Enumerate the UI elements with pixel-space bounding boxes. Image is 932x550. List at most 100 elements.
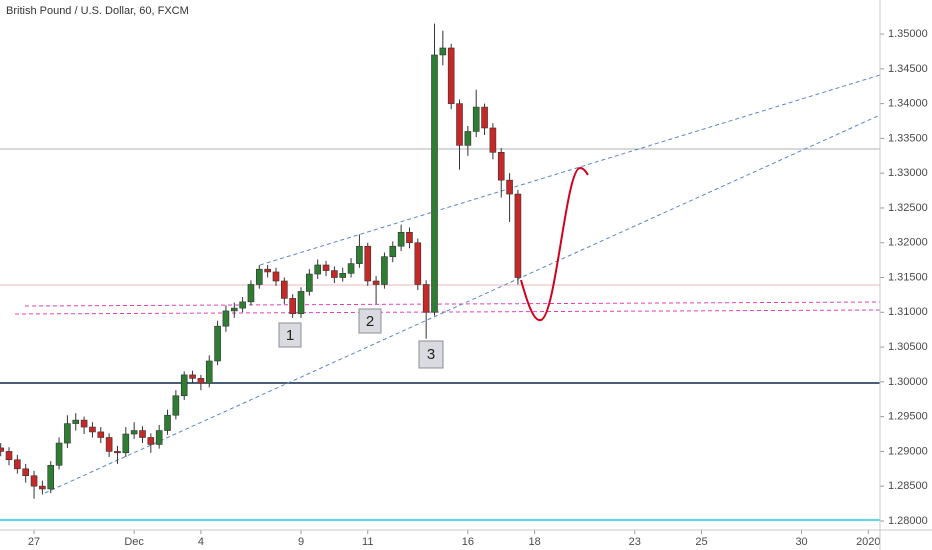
candle-body — [205, 360, 213, 384]
candle-layer — [0, 23, 522, 499]
candle-body — [389, 245, 397, 257]
x-tick-label: 2020 — [856, 536, 880, 548]
candle-body — [64, 423, 71, 444]
candle-body — [431, 54, 438, 313]
candle-body — [322, 264, 330, 271]
x-tick-label: 11 — [362, 536, 373, 548]
candle-body — [155, 430, 163, 445]
y-tick-label: 1.32500 — [888, 202, 928, 214]
candle-body — [506, 179, 513, 195]
candle-body — [80, 419, 88, 428]
trend-line — [44, 114, 881, 494]
candle-body — [39, 485, 46, 490]
candle-body — [331, 270, 338, 278]
annotation-label: 2 — [366, 313, 374, 330]
y-tick-label: 1.29000 — [888, 445, 928, 457]
candle-body — [381, 256, 388, 285]
y-tick-label: 1.32000 — [888, 237, 928, 249]
candle-body — [439, 47, 447, 56]
candle-body — [89, 426, 96, 433]
annotation-box — [418, 340, 444, 369]
candle-body — [406, 232, 413, 244]
candle-body — [447, 47, 455, 104]
x-tick-label: 25 — [695, 536, 707, 548]
zone-line — [24, 301, 881, 307]
candle-body — [314, 264, 321, 275]
x-tick-label: 16 — [462, 536, 474, 548]
projection-curve — [520, 166, 589, 322]
candle-body — [255, 268, 263, 285]
y-tick-label: 1.30000 — [888, 376, 928, 388]
annotation-label: 3 — [427, 346, 435, 363]
annotation: 2 — [358, 308, 382, 334]
candle-body — [456, 103, 463, 146]
candle-body — [214, 325, 221, 362]
x-tick-label: 23 — [629, 536, 641, 548]
x-tick-label: 4 — [198, 536, 204, 548]
candle-body — [189, 374, 196, 379]
x-tick-label: Dec — [124, 536, 144, 548]
candle-body — [247, 284, 255, 303]
chart-title: British Pound / U.S. Dollar, 60, FXCM — [6, 5, 189, 17]
candle-body — [272, 271, 280, 282]
y-tick-label: 1.31000 — [888, 306, 928, 318]
y-tick-label: 1.34000 — [888, 98, 928, 110]
candle-body — [464, 131, 472, 146]
candle-body — [514, 193, 522, 278]
candle-body — [30, 475, 38, 487]
trend-line — [259, 74, 881, 266]
y-tick-label: 1.35000 — [888, 28, 928, 40]
x-tick-label: 9 — [298, 536, 304, 548]
annotation: 3 — [418, 340, 444, 369]
candle-body — [72, 419, 80, 424]
candle-body — [139, 430, 146, 438]
tick-layer: 1.28000 1.28500 1.29000 1.29500 1.30000 1.305… — [28, 28, 928, 548]
candle-body — [481, 106, 488, 129]
candle-body — [397, 232, 405, 247]
x-tick-label: 18 — [528, 536, 540, 548]
annotation-box — [358, 308, 382, 334]
candle-body — [230, 307, 238, 312]
candle-body — [197, 378, 205, 384]
candle-body — [497, 152, 505, 181]
candle-body — [347, 263, 355, 274]
candle-body — [264, 268, 271, 273]
candle-body — [422, 284, 430, 313]
candle-body — [14, 459, 21, 470]
y-tick-label: 1.33000 — [888, 167, 928, 179]
candle-body — [306, 273, 313, 292]
candle-body — [281, 280, 288, 299]
candle-body — [114, 451, 121, 454]
candle-body — [97, 431, 105, 438]
y-tick-label: 1.29500 — [888, 411, 928, 423]
candle-body — [47, 465, 55, 490]
candle-body — [122, 433, 130, 454]
candle-body — [414, 242, 422, 285]
x-tick-label: 30 — [795, 536, 807, 548]
candle-body — [5, 451, 13, 461]
candle-body — [0, 447, 4, 452]
candle-body — [130, 430, 138, 435]
candle-body — [180, 374, 188, 397]
annotation-label: 1 — [286, 327, 294, 344]
candle-body — [339, 273, 347, 278]
annotation: 1 — [278, 322, 302, 348]
candle-body — [55, 442, 63, 466]
candle-body — [472, 106, 480, 132]
y-tick-label: 1.33500 — [888, 132, 928, 144]
candle-body — [22, 468, 29, 477]
candle-body — [172, 395, 180, 416]
x-tick-label: 27 — [28, 536, 40, 548]
candle-body — [297, 291, 305, 314]
y-tick-label: 1.31500 — [888, 271, 928, 283]
y-tick-label: 1.28500 — [888, 480, 928, 492]
annotation-box — [278, 322, 302, 348]
candle-body — [239, 301, 246, 309]
candle-body — [489, 127, 497, 153]
candle-body — [105, 437, 113, 452]
candle-body — [289, 298, 296, 314]
y-tick-label: 1.28000 — [888, 515, 928, 527]
